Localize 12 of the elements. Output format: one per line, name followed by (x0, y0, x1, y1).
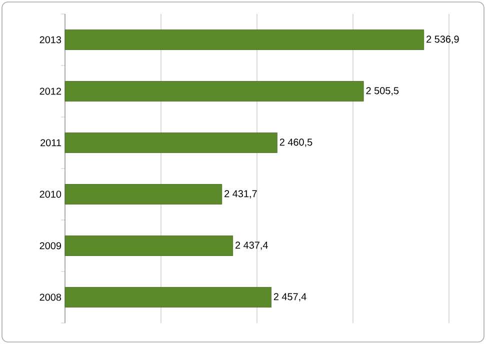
data-label: 2 460,5 (280, 138, 312, 147)
y-tick-label: 2008 (40, 294, 62, 301)
data-label: 2 536,9 (426, 36, 459, 44)
y-tick-label: 2012 (40, 88, 61, 95)
y-tick-label: 2011 (40, 139, 61, 146)
data-label: 2 457,4 (274, 293, 306, 302)
y-tick-label: 2010 (40, 190, 62, 198)
data-label: 2 437,4 (236, 242, 268, 250)
data-label: 2 431,7 (224, 190, 257, 198)
y-tick-label: 2009 (40, 242, 62, 250)
y-tick-label: 2013 (40, 36, 62, 44)
data-label: 2 505,5 (366, 87, 399, 96)
